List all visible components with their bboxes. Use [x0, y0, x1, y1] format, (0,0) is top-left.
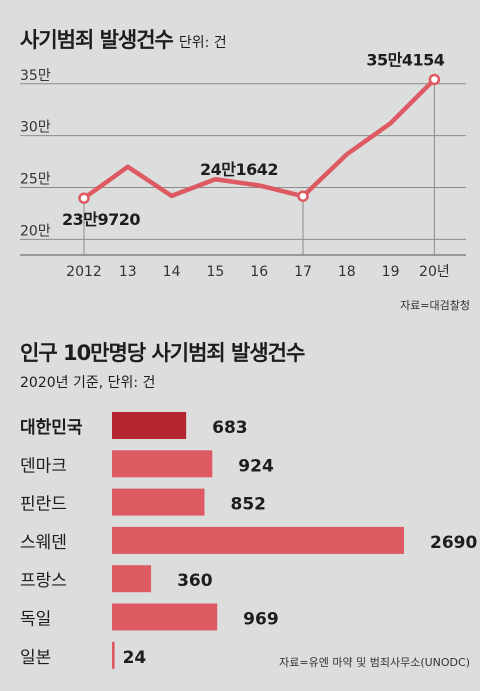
data-label: 23만9720 — [62, 210, 140, 229]
x-tick-label: 17 — [294, 264, 312, 280]
x-tick-label: 13 — [119, 264, 137, 280]
line-chart-unit: 단위: 건 — [178, 35, 227, 51]
data-point — [428, 73, 441, 86]
category-label: 덴마크 — [20, 456, 67, 476]
category-label: 일본 — [20, 648, 51, 668]
category-label: 대한민국 — [20, 418, 83, 438]
bar — [112, 488, 205, 516]
series-line — [81, 77, 437, 201]
y-tick-label: 35만 — [20, 68, 51, 84]
bar-value-label: 2690 — [430, 533, 477, 553]
data-label: 35만4154 — [366, 50, 444, 69]
y-tick-label: 20만 — [20, 223, 51, 239]
x-tick-label: 20년 — [419, 264, 450, 280]
x-tick-label: 16 — [250, 264, 268, 280]
x-tick-label: 18 — [338, 264, 356, 280]
bar-value-label: 24 — [123, 648, 147, 668]
y-tick-label: 30만 — [20, 120, 51, 136]
x-tick-label: 15 — [206, 264, 224, 280]
category-label: 스웨덴 — [20, 533, 67, 553]
bar-chart-source: 자료=유엔 마약 및 범죄사무소(UNODC) — [279, 656, 470, 669]
x-tick-label: 2012 — [66, 264, 102, 280]
y-tick-label: 25만 — [20, 172, 51, 188]
bar — [112, 565, 152, 593]
bar-value-label: 683 — [212, 418, 248, 438]
bar — [112, 641, 115, 669]
category-label: 독일 — [20, 610, 51, 630]
line-chart-source: 자료=대검찰청 — [400, 299, 470, 312]
category-label: 프랑스 — [20, 571, 67, 591]
line-chart-title-text: 사기범죄 발생건수 — [20, 28, 174, 52]
line-chart-title: 사기범죄 발생건수 단위: 건 — [20, 24, 227, 54]
x-tick-label: 19 — [382, 264, 400, 280]
data-point — [78, 192, 90, 204]
data-label: 24만1642 — [200, 160, 278, 179]
bar — [112, 603, 218, 631]
category-label: 핀란드 — [20, 495, 67, 515]
bar-chart-title: 인구 10만명당 사기범죄 발생건수 — [20, 341, 305, 365]
bar — [112, 526, 404, 554]
bar-value-label: 360 — [177, 571, 213, 591]
bar-chart-subtitle: 2020년 기준, 단위: 건 — [20, 375, 156, 391]
bar — [112, 450, 213, 478]
data-point — [297, 190, 309, 202]
bar-value-label: 852 — [230, 495, 265, 515]
bar — [112, 412, 187, 439]
bar-value-label: 924 — [238, 456, 274, 476]
x-tick-label: 14 — [163, 264, 181, 280]
bar-value-label: 969 — [243, 610, 278, 630]
